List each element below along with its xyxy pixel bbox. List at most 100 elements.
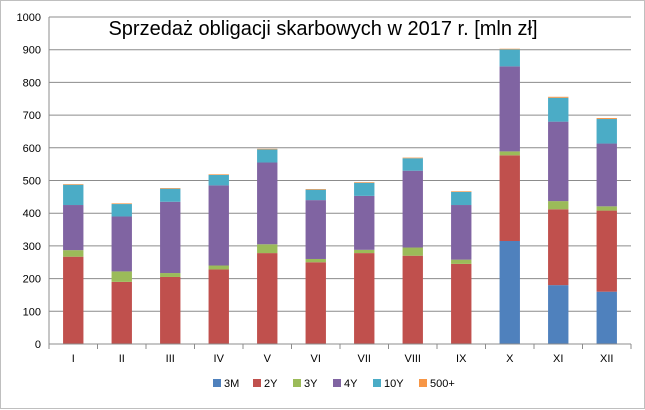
bar-segment-3Y-IV <box>208 265 229 270</box>
bar-segment-500+-VIII <box>402 157 423 159</box>
y-tick-label: 0 <box>35 339 41 351</box>
bar-segment-2Y-II <box>111 281 132 344</box>
bar-segment-500+-VII <box>354 182 375 183</box>
bar-segment-4Y-XII <box>596 143 617 207</box>
bar-segment-10Y-IV <box>208 174 229 186</box>
x-tick-label: I <box>72 353 75 365</box>
legend-label-2Y: 2Y <box>264 378 278 390</box>
bar-segment-2Y-X <box>499 155 520 241</box>
x-tick-label: IV <box>214 353 225 365</box>
bar-segment-500+-IV <box>208 174 229 175</box>
x-tick-labels: I II III IV V VI VII VIII IX X XI XII <box>72 353 614 365</box>
grid-lines <box>49 16 631 312</box>
y-tick-labels: 0 100 200 300 400 500 600 700 800 900 1000 <box>17 12 41 351</box>
legend-swatch-10Y <box>373 379 381 387</box>
legend-label-4Y: 4Y <box>344 378 358 390</box>
bar-segment-3M-X <box>499 240 520 344</box>
bar-segment-3M-XII <box>596 291 617 344</box>
bar-segment-4Y-I <box>63 205 84 251</box>
bar-segment-4Y-V <box>257 162 278 245</box>
bar-segment-500+-II <box>111 203 132 205</box>
bar-segment-500+-X <box>499 48 520 50</box>
legend-label-10Y: 10Y <box>384 378 404 390</box>
legend-swatch-3Y <box>293 379 301 387</box>
x-tick-label: V <box>264 353 272 365</box>
x-tick-label: III <box>166 353 175 365</box>
y-tick-label: 500 <box>23 176 41 188</box>
bar-segment-3Y-X <box>499 151 520 156</box>
bar-segment-4Y-III <box>160 201 181 274</box>
x-tick-label: II <box>119 353 125 365</box>
bar-segment-3Y-III <box>160 273 181 277</box>
y-tick-label: 800 <box>23 77 41 89</box>
bar-segment-10Y-V <box>257 149 278 163</box>
bar-segment-2Y-XI <box>548 209 569 286</box>
bar-segment-10Y-VIII <box>402 158 423 171</box>
bar-segment-3Y-XI <box>548 201 569 210</box>
bar-segment-2Y-IX <box>451 263 472 344</box>
bar-segment-4Y-X <box>499 66 520 152</box>
bar-segment-4Y-VI <box>305 200 326 259</box>
bar-segment-10Y-X <box>499 49 520 67</box>
y-tick-label: 700 <box>23 110 41 122</box>
legend-label-3Y: 3Y <box>304 378 318 390</box>
legend-swatch-3M <box>213 379 221 387</box>
bar-segment-10Y-XII <box>596 119 617 144</box>
bar-segment-500+-VI <box>305 189 326 190</box>
bar-segment-2Y-VI <box>305 262 326 344</box>
legend-swatch-2Y <box>253 379 261 387</box>
x-tick-label: XII <box>600 353 613 365</box>
bar-segment-4Y-IV <box>208 185 229 266</box>
y-tick-label: 100 <box>23 306 41 318</box>
bar-segment-2Y-I <box>63 256 84 344</box>
bar-segment-500+-V <box>257 148 278 150</box>
bars <box>63 48 617 344</box>
bar-segment-3Y-II <box>111 271 132 282</box>
bar-segment-10Y-IX <box>451 191 472 206</box>
x-tick-label: X <box>506 353 514 365</box>
bar-segment-500+-III <box>160 188 181 189</box>
bar-segment-3Y-IX <box>451 259 472 264</box>
bar-segment-3Y-V <box>257 244 278 254</box>
x-tick-label: VII <box>358 353 371 365</box>
bar-segment-3Y-XII <box>596 206 617 211</box>
chart-title: Sprzedaż obligacji skarbowych w 2017 r. … <box>108 18 537 40</box>
bar-segment-2Y-III <box>160 276 181 344</box>
bar-segment-4Y-VIII <box>402 170 423 248</box>
bar-segment-10Y-II <box>111 204 132 217</box>
x-tick-label: VIII <box>404 353 421 365</box>
bar-segment-3M-XI <box>548 285 569 344</box>
legend: 3M 2Y 3Y 4Y 10Y 500+ <box>213 378 455 390</box>
bar-segment-10Y-VII <box>354 182 375 196</box>
y-tick-label: 300 <box>23 241 41 253</box>
x-tick-label: IX <box>456 353 467 365</box>
bar-segment-4Y-II <box>111 216 132 272</box>
legend-label-500+: 500+ <box>430 378 455 390</box>
bar-segment-10Y-III <box>160 188 181 202</box>
bar-segment-500+-XII <box>596 118 617 120</box>
legend-swatch-4Y <box>333 379 341 387</box>
axes <box>48 17 632 349</box>
bar-segment-10Y-XI <box>548 97 569 122</box>
legend-label-3M: 3M <box>224 378 239 390</box>
bar-segment-4Y-VII <box>354 195 375 250</box>
bar-segment-3Y-VII <box>354 249 375 254</box>
bar-segment-10Y-I <box>63 184 84 206</box>
bar-segment-500+-XI <box>548 96 569 98</box>
bar-segment-500+-IX <box>451 191 472 192</box>
bar-segment-2Y-VIII <box>402 255 423 344</box>
bar-segment-2Y-V <box>257 253 278 344</box>
bar-segment-4Y-IX <box>451 205 472 260</box>
bar-segment-2Y-XII <box>596 210 617 292</box>
bar-segment-3Y-I <box>63 250 84 257</box>
x-tick-label: XI <box>553 353 563 365</box>
bar-segment-2Y-VII <box>354 253 375 344</box>
y-tick-label: 600 <box>23 143 41 155</box>
y-tick-label: 1000 <box>17 12 41 24</box>
legend-swatch-500+ <box>419 379 427 387</box>
bar-segment-3Y-VIII <box>402 247 423 256</box>
x-tick-label: VI <box>311 353 321 365</box>
bar-segment-3Y-VI <box>305 258 326 263</box>
